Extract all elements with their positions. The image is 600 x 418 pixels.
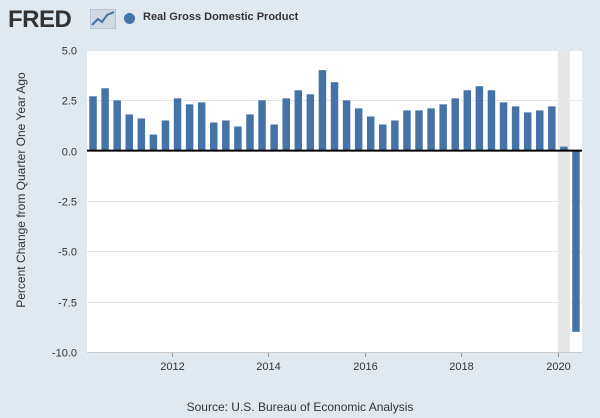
bar-34 <box>499 102 508 151</box>
bar-13 <box>246 114 254 151</box>
x-tick-label: 2018 <box>449 361 473 373</box>
bar-3 <box>125 114 133 151</box>
y-tick-label: -10.0 <box>52 348 77 360</box>
x-tick-label: 2012 <box>160 361 184 373</box>
bar-0 <box>89 96 97 151</box>
y-tick-label: -7.5 <box>58 298 77 310</box>
bar-37 <box>536 110 544 151</box>
x-tick-label: 2014 <box>256 361 280 373</box>
bar-40 <box>572 150 580 332</box>
chart-header: FRED Real Gross Domestic Product <box>0 0 600 40</box>
legend-swatch <box>124 13 135 24</box>
bar-17 <box>294 90 303 151</box>
source-note: Source: U.S. Bureau of Economic Analysis <box>186 400 414 414</box>
bar-32 <box>475 86 484 151</box>
bar-10 <box>210 122 218 151</box>
bar-39 <box>560 146 568 151</box>
y-tick-label: 0.0 <box>62 147 77 159</box>
bar-31 <box>463 90 472 151</box>
bar-9 <box>197 102 206 151</box>
bar-24 <box>379 124 387 151</box>
bar-29 <box>439 104 447 151</box>
bar-33 <box>487 90 496 151</box>
bar-4 <box>137 118 146 151</box>
bar-5 <box>149 134 158 151</box>
bar-26 <box>403 110 411 151</box>
bar-12 <box>234 126 242 151</box>
y-tick-label: 2.5 <box>62 96 77 108</box>
y-tick-label: -2.5 <box>58 197 77 209</box>
bar-20 <box>330 82 339 151</box>
legend-label-real-gdp[interactable]: Real Gross Domestic Product <box>143 11 299 23</box>
x-tick-label: 2016 <box>353 361 377 373</box>
bar-28 <box>427 108 435 151</box>
bar-30 <box>451 98 459 151</box>
bar-7 <box>173 98 182 151</box>
bar-22 <box>354 108 363 151</box>
bar-38 <box>548 106 556 151</box>
bar-25 <box>391 120 399 151</box>
bar-18 <box>306 94 315 151</box>
bar-19 <box>318 70 327 151</box>
bar-16 <box>282 98 290 151</box>
bar-36 <box>523 112 532 151</box>
bar-27 <box>415 110 423 151</box>
fred-chart-line-icon <box>90 9 116 29</box>
y-tick-label: 5.0 <box>62 46 77 58</box>
bar-15 <box>270 124 278 151</box>
bar-2 <box>113 100 121 151</box>
bar-11 <box>222 120 230 151</box>
bar-23 <box>366 116 375 151</box>
bar-14 <box>258 100 266 151</box>
bar-35 <box>511 106 520 151</box>
y-tick-label: -5.0 <box>58 247 77 259</box>
fred-logo[interactable]: FRED <box>8 6 72 33</box>
x-tick-label: 2020 <box>546 361 570 373</box>
bar-6 <box>161 120 170 151</box>
bar-21 <box>342 100 351 151</box>
bar-8 <box>185 104 194 151</box>
bar-1 <box>101 88 109 151</box>
